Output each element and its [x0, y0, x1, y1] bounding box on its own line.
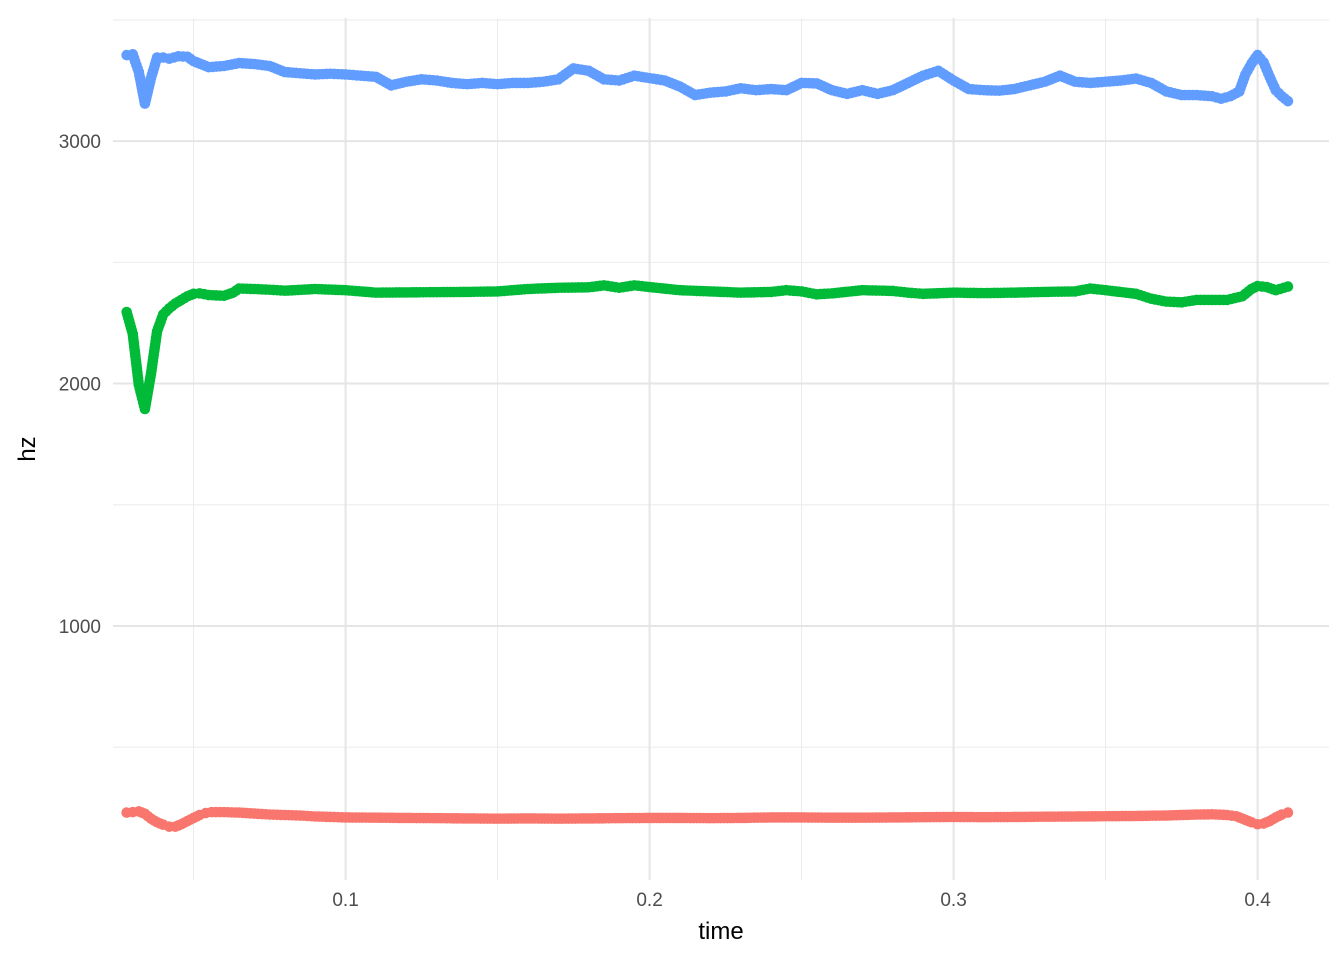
x-tick-label: 0.3	[940, 890, 966, 911]
x-tick-label: 0.4	[1244, 890, 1271, 911]
x-tick-label: 0.1	[332, 890, 358, 911]
grid-minor	[113, 18, 1329, 880]
data-point	[1282, 281, 1294, 292]
y-tick-label: 1000	[59, 617, 101, 638]
series-layer	[121, 49, 1294, 832]
data-point	[1282, 95, 1294, 107]
x-tick-label: 0.2	[636, 890, 662, 911]
series-1	[121, 806, 1294, 832]
grid-major	[113, 18, 1329, 880]
x-tick-labels: 0.1 0.2 0.3 0.4	[332, 890, 1271, 911]
y-axis-title: hz	[14, 436, 41, 461]
series-3	[121, 49, 1294, 109]
y-tick-label: 3000	[59, 132, 101, 153]
series-line	[125, 284, 1289, 411]
x-axis-title: time	[698, 918, 743, 945]
y-tick-label: 2000	[59, 375, 101, 396]
y-tick-labels: 1000 2000 3000	[59, 132, 101, 638]
series-2	[121, 280, 1294, 415]
data-point	[1282, 807, 1294, 818]
